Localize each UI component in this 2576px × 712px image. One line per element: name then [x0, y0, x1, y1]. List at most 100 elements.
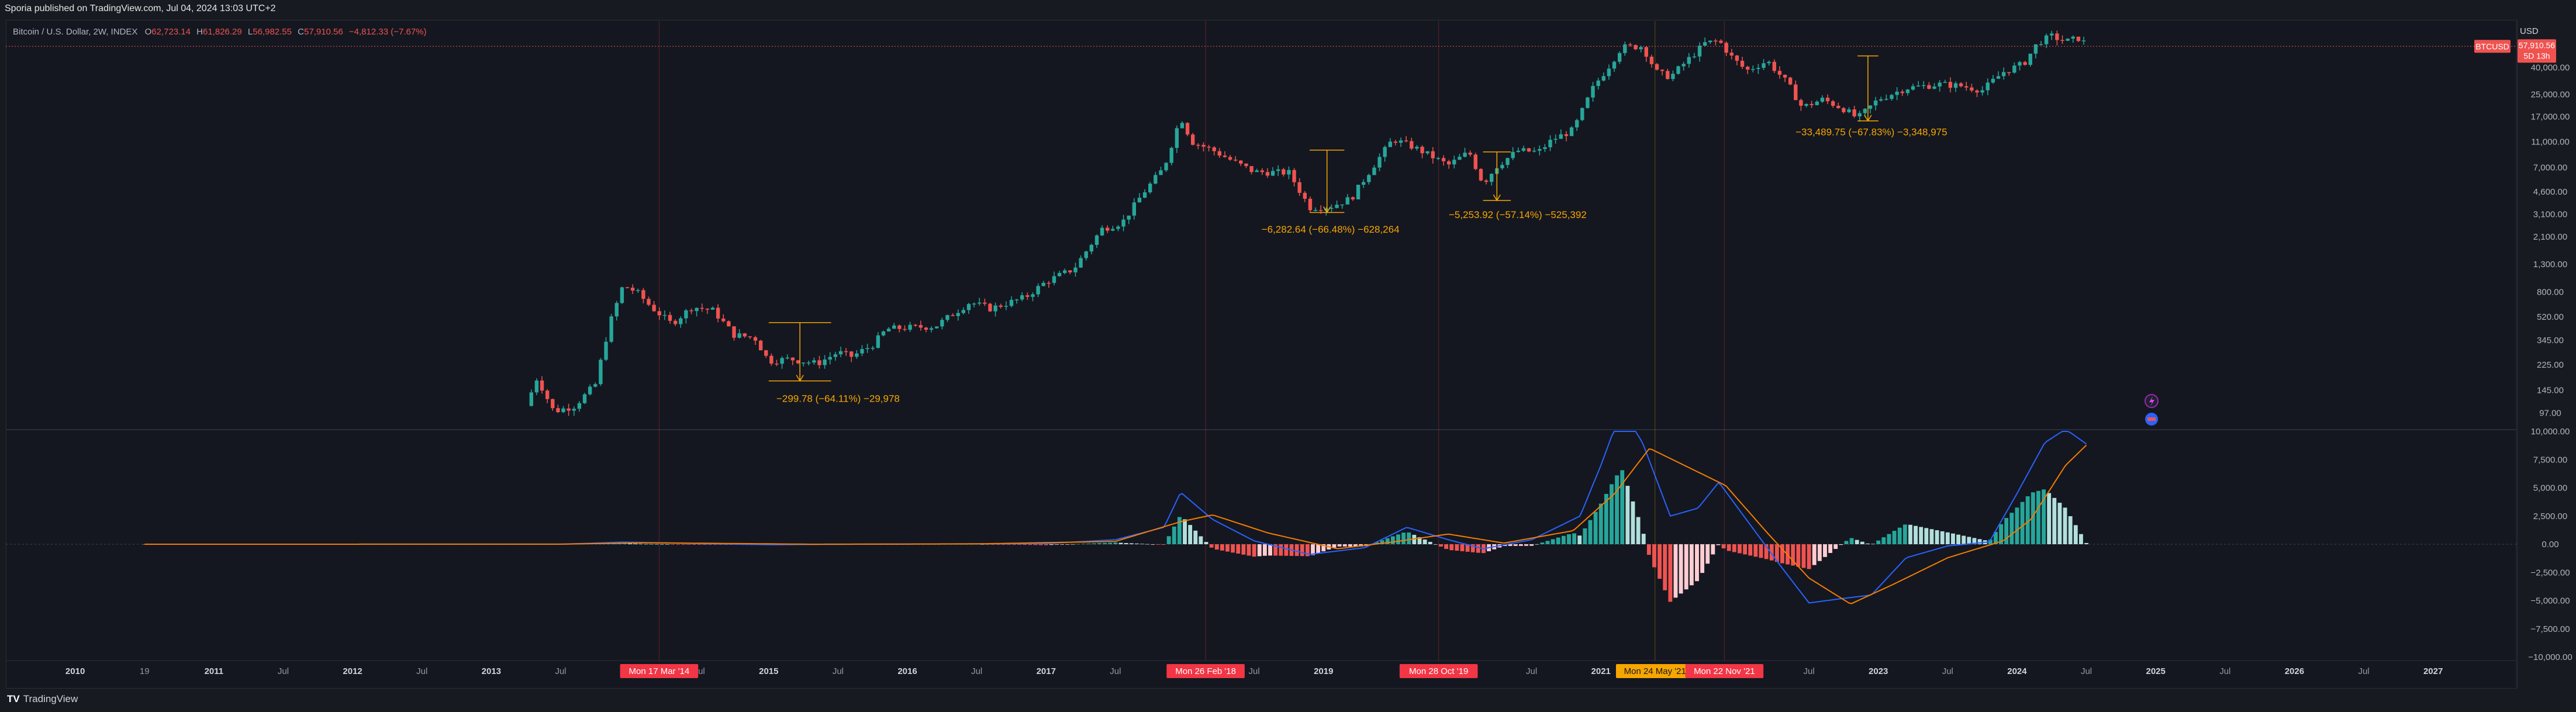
macd-line	[144, 431, 2087, 604]
flag-icon-stripe	[2147, 417, 2156, 421]
candle-body	[1121, 219, 1125, 227]
candle-body	[551, 399, 555, 409]
candle-body	[929, 328, 934, 330]
candle-body	[1169, 147, 1173, 163]
measure-arrow-icon	[796, 375, 804, 382]
macd-axis[interactable]: 10,000.00 7,500.00 5,000.00 2,500.00 0.00 −2,…	[2528, 427, 2572, 662]
candle-body	[1687, 57, 1691, 64]
candle-body	[1436, 158, 1441, 159]
candle-body	[1041, 282, 1045, 286]
macd-histogram-bar	[1695, 544, 1699, 582]
macd-histogram-bar	[2068, 516, 2073, 544]
candle-body	[1335, 205, 1339, 208]
candle-body	[1714, 40, 1718, 42]
macd-histogram-bar	[1529, 544, 1534, 546]
candle-body	[1175, 128, 1179, 148]
candle-body	[2050, 33, 2054, 36]
candle-body	[913, 324, 917, 326]
candle-body	[1377, 157, 1382, 168]
macd-histogram-bar	[1716, 544, 1721, 545]
candle-body	[695, 307, 699, 312]
macd-histogram-bar	[644, 544, 648, 545]
date-marker-tag	[1166, 664, 1245, 678]
candle-body	[1234, 160, 1238, 161]
date-marker-label: Mon 28 Oct '19	[1409, 666, 1468, 676]
candle-body	[833, 354, 838, 357]
macd-histogram-bar	[1615, 475, 1620, 544]
candle-body	[2076, 36, 2081, 42]
candle-body	[1127, 215, 1131, 220]
time-tick-label: 2010	[65, 666, 85, 676]
time-tick-label: 2021	[1591, 666, 1611, 676]
footer-branding[interactable]: TV TradingView	[7, 693, 78, 705]
candle-body	[1521, 148, 1526, 151]
brand-name: TradingView	[23, 693, 78, 704]
close-label: C	[298, 27, 304, 37]
time-axis[interactable]: 2010 19 2011 Jul 2012 Jul 2013 Jul Jul 2015 Jul 201…	[65, 664, 2443, 678]
candle-body	[657, 311, 661, 316]
candle-body	[1985, 82, 1990, 91]
macd-tick-label: −10,000.00	[2528, 652, 2572, 662]
macd-histogram-bar	[1465, 544, 1470, 552]
lightning-icon	[2145, 394, 2159, 408]
macd-histogram-bar	[1311, 544, 1315, 555]
candle-body	[1586, 97, 1590, 108]
candle-body	[1159, 170, 1163, 175]
macd-histogram-bar	[1124, 542, 1128, 544]
candle-body	[983, 302, 987, 304]
candle-body	[748, 336, 752, 338]
candle-body	[1532, 150, 1536, 152]
candle-body	[625, 287, 630, 289]
candle-body	[1036, 286, 1040, 295]
macd-histogram-bar	[1967, 537, 1971, 544]
candle-body	[1084, 251, 1088, 258]
macd-histogram-bar	[1994, 531, 1998, 544]
candle-body	[1073, 267, 1078, 272]
price-axis[interactable]: USD 40,000.00 25,000.00 17,000.00 11,000.00 7…	[2474, 26, 2570, 419]
candle-body	[1489, 174, 1494, 182]
candle-body	[790, 357, 795, 361]
candle-body	[647, 299, 651, 305]
candle-body	[716, 307, 720, 319]
candle-body	[556, 408, 560, 413]
candle-body	[2018, 62, 2022, 66]
date-marker-tag	[1399, 664, 1478, 678]
candle-body	[785, 357, 789, 359]
candle-body	[1223, 155, 1227, 157]
tradingview-logo-icon: TV	[7, 693, 20, 704]
macd-histogram-bar	[1652, 544, 1656, 568]
macd-histogram-bar	[1316, 544, 1321, 554]
macd-histogram-bar	[1807, 544, 1811, 569]
candle-body	[1441, 158, 1446, 161]
macd-histogram-bar	[681, 544, 686, 545]
macd-histogram-bar	[1700, 544, 1705, 573]
macd-histogram-bar	[1556, 537, 1560, 544]
macd-histogram-bar	[1919, 527, 1924, 544]
candle-body	[1938, 82, 1942, 87]
candle-body	[1681, 64, 1686, 67]
candle-body	[1804, 103, 1808, 106]
macd-histogram-bar	[686, 544, 691, 545]
price-tick-label: 7,000.00	[2533, 163, 2567, 173]
candle-body	[1553, 139, 1558, 140]
candle-body	[860, 349, 864, 354]
macd-histogram-bar	[1801, 544, 1806, 568]
price-tick-label: 345.00	[2537, 336, 2564, 345]
macd-histogram-bar	[1658, 544, 1662, 579]
candle-body	[1666, 71, 1670, 80]
macd-histogram-bar	[2025, 496, 2030, 544]
candle-body	[534, 380, 539, 393]
macd-histogram-bar	[1444, 544, 1449, 549]
macd-histogram-bar	[1732, 544, 1736, 552]
chart-icons[interactable]	[2145, 394, 2159, 426]
candle-body	[1900, 91, 1904, 94]
candle-body	[652, 305, 656, 312]
candle-body	[1516, 150, 1520, 152]
macd-histogram-bar	[1721, 544, 1726, 549]
price-tick-label: 1,300.00	[2533, 260, 2567, 269]
candle-body	[1282, 169, 1286, 175]
candle-body	[1249, 166, 1254, 172]
macd-histogram-bar	[2084, 542, 2088, 544]
candle-body	[662, 314, 667, 316]
